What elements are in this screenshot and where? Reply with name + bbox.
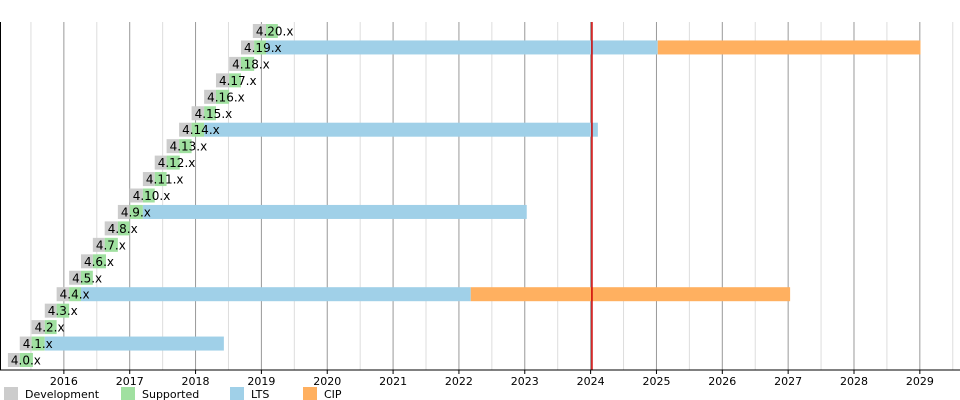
bar-segment — [80, 270, 93, 285]
x-tick-label: 2017 — [116, 375, 144, 388]
bar-segment — [204, 89, 216, 104]
row-label: 4.5.x — [72, 271, 102, 285]
row-label: 4.8.x — [108, 222, 138, 236]
bar-segment — [56, 303, 70, 318]
x-tick-label: 2025 — [642, 375, 670, 388]
bar-segment — [179, 139, 192, 154]
bar-segment — [44, 320, 57, 335]
legend-label: CIP — [324, 388, 342, 400]
bar-segment — [154, 155, 167, 170]
bar-segment — [80, 287, 471, 302]
x-tick-label: 2020 — [313, 375, 341, 388]
x-tick-label: 2029 — [906, 375, 934, 388]
row-label: 4.9.x — [121, 205, 151, 219]
x-tick-label: 2027 — [774, 375, 802, 388]
row-label: 4.18.x — [232, 57, 270, 71]
bar-segment — [104, 221, 118, 236]
bar-segment — [166, 139, 180, 154]
x-tick-label: 2023 — [511, 375, 539, 388]
row-label: 4.0.x — [11, 354, 41, 368]
bar-segment — [191, 122, 205, 137]
x-tick-label: 2018 — [182, 375, 210, 388]
bar-segment — [7, 353, 20, 367]
legend-swatch — [121, 387, 135, 400]
bar-segment — [142, 172, 155, 187]
bar-segment — [657, 40, 921, 55]
bar-segment — [204, 106, 216, 121]
bar-segment — [215, 89, 230, 104]
row-label: 4.3.x — [48, 304, 78, 318]
bar-segment — [31, 336, 45, 351]
row-label: 4.17.x — [219, 74, 257, 88]
bar-segment — [179, 122, 192, 137]
bar-segment — [69, 287, 81, 302]
row-label: 4.14.x — [182, 123, 220, 137]
bar-segment — [44, 336, 224, 351]
row-label: 4.10.x — [133, 189, 171, 203]
x-tick-label: 2028 — [840, 375, 868, 388]
row-label: 4.16.x — [207, 90, 245, 104]
bar-segment — [92, 237, 105, 252]
bar-segment — [266, 40, 658, 55]
x-tick-label: 2016 — [50, 375, 78, 388]
bar-segment — [92, 254, 107, 269]
bar-segment — [254, 40, 267, 55]
bar-segment — [117, 221, 130, 236]
x-tick-label: 2026 — [708, 375, 736, 388]
bar-segment — [80, 254, 93, 269]
bar-segment — [240, 56, 255, 71]
bar-segment — [104, 237, 118, 252]
row-label: 4.7.x — [96, 238, 126, 252]
bar-segment — [44, 303, 57, 318]
x-tick-label: 2024 — [577, 375, 605, 388]
bar-segment — [252, 24, 267, 38]
bar-segment — [229, 73, 241, 88]
legend-swatch — [4, 387, 18, 400]
bar-segment — [129, 204, 143, 219]
row-label: 4.19.x — [244, 41, 282, 55]
row-label: 4.11.x — [146, 173, 184, 187]
row-label: 4.12.x — [158, 156, 196, 170]
bar-segment — [69, 270, 81, 285]
row-label: 4.2.x — [35, 321, 65, 335]
bar-segment — [142, 188, 155, 203]
x-tick-label: 2019 — [247, 375, 275, 388]
row-label: 4.20.x — [256, 25, 294, 39]
bar-segment — [31, 320, 45, 335]
bar-segment — [240, 40, 255, 55]
bar-segment — [56, 287, 70, 302]
bar-segment — [470, 287, 791, 302]
row-label: 4.13.x — [170, 140, 208, 154]
x-tick-label: 2021 — [379, 375, 407, 388]
legend-swatch — [230, 387, 244, 400]
bar-segment — [129, 188, 143, 203]
row-label: 4.6.x — [84, 255, 114, 269]
bar-segment — [229, 56, 241, 71]
row-label: 4.15.x — [195, 107, 233, 121]
bar-segment — [191, 106, 205, 121]
legend-label: Development — [25, 388, 100, 400]
row-label: 4.1.x — [23, 337, 53, 351]
legend-label: Supported — [142, 388, 199, 400]
bar-segment — [166, 155, 180, 170]
bar-segment — [117, 204, 130, 219]
bar-segment — [154, 172, 167, 187]
bar-segment — [266, 24, 278, 38]
bar-segment — [215, 73, 230, 88]
bar-segment — [19, 336, 32, 351]
row-label: 4.4.x — [60, 288, 90, 302]
legend-swatch — [303, 387, 317, 400]
bar-segment — [204, 122, 598, 137]
x-tick-label: 2022 — [445, 375, 473, 388]
bar-segment — [19, 353, 33, 367]
bar-segment — [142, 204, 527, 219]
legend-label: LTS — [251, 388, 269, 400]
